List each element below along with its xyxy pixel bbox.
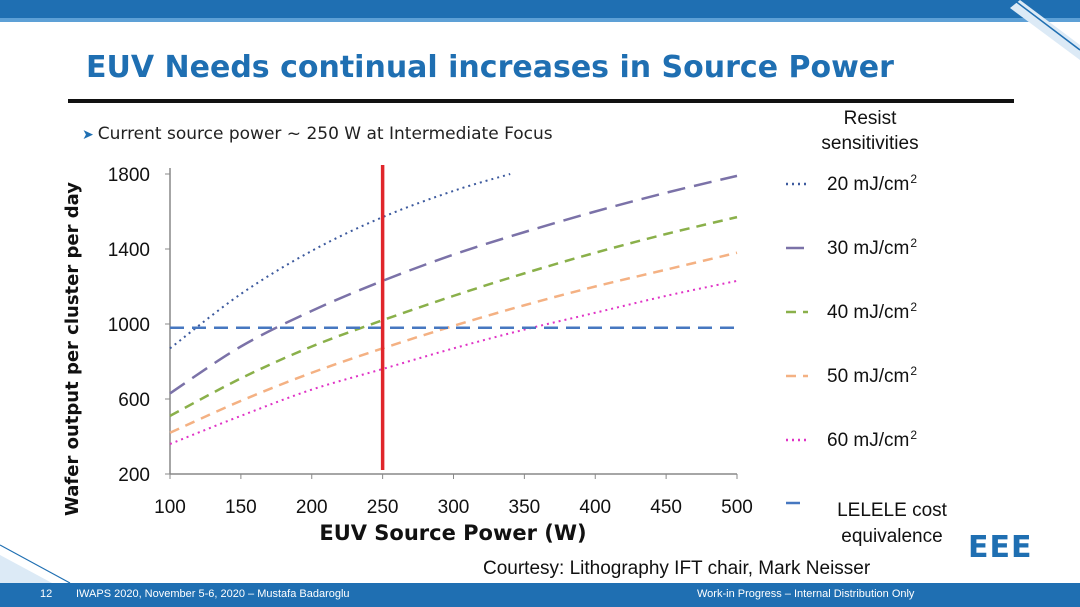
y-axis-title: Wafer output per cluster per day [62, 182, 83, 516]
page-number: 12 [40, 588, 53, 600]
courtesy-note: Courtesy: Lithography IFT chair, Mark Ne… [483, 558, 871, 579]
legend-title-line-2: sensitivities [821, 133, 918, 154]
legend-superscript: 2 [910, 236, 917, 250]
slide-title: EUV Needs continual increases in Source … [86, 50, 894, 85]
title-underline [68, 99, 1014, 103]
x-tick-label: 300 [438, 497, 470, 518]
legend-title-line-1: Resist [844, 108, 898, 129]
series-line-4 [169, 279, 738, 445]
legend-superscript: 2 [910, 172, 917, 186]
legend-label: 60 mJ/cm [827, 430, 909, 451]
legend-label: 50 mJ/cm [827, 366, 909, 387]
legend-superscript: 2 [910, 428, 917, 442]
x-tick-label: 400 [579, 497, 611, 518]
x-tick-label: 500 [721, 497, 753, 518]
plot-area: 200 600 1000 1400 1800 100 150 200 250 300 350 400 4… [108, 165, 753, 518]
corner-decoration [1010, 0, 1080, 60]
bullet-arrow-icon: ➤ [82, 127, 94, 143]
top-band [0, 0, 1080, 22]
series-line-0 [169, 173, 511, 350]
series-line-1 [169, 174, 738, 395]
x-tick-label: 200 [296, 497, 328, 518]
y-tick-label: 1400 [108, 240, 150, 261]
top-band-accent [0, 18, 1080, 22]
legend-label: LELELE cost [837, 500, 948, 521]
legend-label: 30 mJ/cm [827, 238, 909, 259]
legend-label: 20 mJ/cm [827, 174, 909, 195]
corner-decoration-bottom [0, 544, 71, 584]
legend-label: 40 mJ/cm [827, 302, 909, 323]
y-tick-label: 1800 [108, 165, 150, 186]
y-tick-label: 1000 [108, 315, 150, 336]
bullet-text: Current source power ~ 250 W at Intermed… [97, 124, 553, 144]
bullet-item: ➤ Current source power ~ 250 W at Interme… [82, 124, 553, 144]
x-tick-label: 350 [509, 497, 541, 518]
x-tick-label: 250 [367, 497, 399, 518]
series-line-3 [169, 251, 738, 434]
x-axis-title: EUV Source Power (W) [319, 521, 586, 545]
ieee-logo: EEE [968, 530, 1033, 565]
y-tick-label: 600 [118, 390, 150, 411]
footer-conference: IWAPS 2020, November 5-6, 2020 – Mustafa… [76, 588, 350, 600]
legend-superscript: 2 [910, 364, 917, 378]
x-tick-label: 450 [650, 497, 682, 518]
x-tick-label: 100 [154, 497, 186, 518]
legend-superscript: 2 [910, 300, 917, 314]
x-tick-label: 150 [225, 497, 257, 518]
source-power-chart: 200 600 1000 1400 1800 100 150 200 250 300 350 400 4… [62, 108, 948, 547]
footer-bar: 12 IWAPS 2020, November 5-6, 2020 – Must… [0, 583, 1080, 607]
series-line-2 [169, 215, 738, 417]
y-tick-label: 200 [118, 465, 150, 486]
legend-label: equivalence [841, 526, 942, 547]
legend: 20 mJ/cm 230 mJ/cm 240 mJ/cm 250 mJ/cm 260 m… [786, 172, 948, 547]
footer-status: Work-in Progress – Internal Distribution… [697, 588, 915, 600]
